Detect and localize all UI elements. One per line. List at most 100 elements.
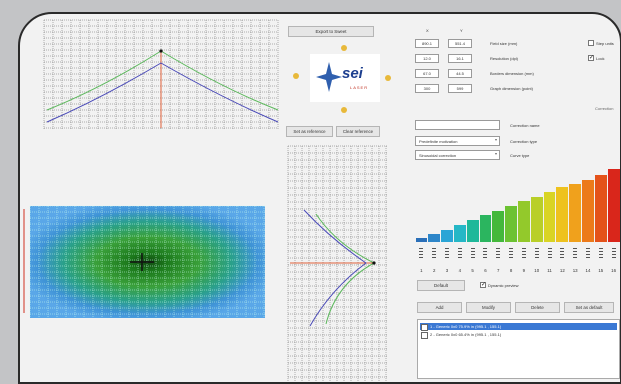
col-x-header: X	[426, 28, 429, 33]
logo-text: sei	[342, 65, 363, 82]
correction-slider[interactable]	[611, 248, 616, 260]
correction-bar[interactable]	[479, 214, 492, 242]
bar-number: 16	[611, 268, 617, 273]
correction-slider[interactable]	[534, 248, 539, 260]
field-size-y[interactable]: 551.4	[448, 39, 472, 48]
col-y-header: Y	[460, 28, 463, 33]
correction-type-value: Predefinite motivation	[419, 138, 458, 144]
correction-bar[interactable]	[607, 169, 620, 242]
correction-bar[interactable]	[594, 174, 607, 242]
dynamic-preview-label: Dynamic preview	[488, 283, 519, 288]
correction-slider[interactable]	[483, 248, 488, 260]
borders-y[interactable]: 44.5	[448, 69, 472, 78]
step-units-label: Step units	[596, 41, 614, 46]
correction-slider[interactable]	[509, 248, 514, 260]
correction-bar[interactable]	[530, 196, 543, 242]
correction-bars	[415, 164, 620, 242]
graph-grid	[287, 145, 388, 381]
correction-slider[interactable]	[560, 248, 565, 260]
graph-dimension-y[interactable]: 599	[448, 84, 472, 93]
list-item[interactable]: 2 - Generic 0x0 65.4% in (995.1 , 155.1)	[420, 331, 617, 339]
correction-slider[interactable]	[598, 248, 603, 260]
resolution-x[interactable]: 12.0	[415, 54, 439, 63]
dynamic-preview-checkbox[interactable]	[480, 281, 486, 288]
bar-number: 6	[484, 268, 487, 273]
anchor-icon-right	[385, 75, 391, 81]
correction-bar[interactable]	[582, 179, 594, 242]
correction-bar[interactable]	[543, 192, 556, 242]
field-size-x[interactable]: 890.1	[415, 39, 439, 48]
correction-bar[interactable]	[415, 238, 428, 242]
list-item-label: 1 - Generic 0x0 75.9% in (995.1 , 155.1)	[430, 324, 502, 329]
list-item-checkbox[interactable]	[421, 332, 428, 339]
correction-name-input[interactable]	[415, 120, 500, 130]
corrections-list[interactable]: 1 - Generic 0x0 75.9% in (995.1 , 155.1)…	[417, 319, 620, 379]
bar-number: 1	[420, 268, 423, 273]
list-item[interactable]: 1 - Generic 0x0 75.9% in (995.1 , 155.1)	[420, 323, 617, 331]
add-button[interactable]: Add	[417, 302, 462, 313]
bar-number: 12	[559, 268, 565, 273]
clear-reference-button[interactable]: Clear reference	[336, 126, 380, 137]
correction-bar[interactable]	[518, 201, 530, 242]
borders-x[interactable]: 67.0	[415, 69, 439, 78]
correction-bar[interactable]	[441, 229, 453, 242]
correction-name-label: Correction name	[510, 123, 540, 128]
bar-number: 2	[432, 268, 436, 273]
correction-type-select[interactable]: Predefinite motivation ▾	[415, 136, 500, 146]
blue-curve	[46, 62, 279, 123]
chevron-down-icon: ▾	[494, 151, 497, 156]
lock-checkbox[interactable]	[588, 54, 594, 61]
set-default-button[interactable]: Set as default	[564, 302, 614, 313]
correction-slider[interactable]	[457, 248, 462, 260]
bar-number: 4	[458, 268, 462, 273]
blue-curve	[303, 209, 367, 327]
modify-button[interactable]: Modify	[466, 302, 511, 313]
curve-type-select[interactable]: Sinusoidal correction ▾	[415, 150, 500, 160]
correction-slider[interactable]	[573, 248, 578, 260]
set-reference-button[interactable]: Set as reference	[286, 126, 333, 137]
bar-number: 13	[572, 268, 578, 273]
bar-number: 8	[509, 268, 513, 273]
correction-bar[interactable]	[505, 206, 517, 242]
peak-marker	[159, 49, 163, 53]
correction-bar[interactable]	[569, 183, 582, 242]
correction-slider[interactable]	[470, 248, 475, 260]
delete-button[interactable]: Delete	[515, 302, 560, 313]
correction-slider[interactable]	[547, 248, 552, 260]
correction-section-label: Correction	[595, 106, 614, 111]
correction-slider[interactable]	[496, 248, 501, 260]
correction-bar[interactable]	[428, 234, 441, 242]
logo-star-icon	[316, 62, 342, 92]
correction-slider[interactable]	[419, 248, 424, 260]
correction-bar[interactable]	[492, 210, 505, 242]
heatmap-graph	[23, 205, 265, 318]
anchor-icon-bottom	[341, 107, 347, 113]
bar-number: 3	[445, 268, 449, 273]
bar-number: 10	[534, 268, 540, 273]
correction-bar[interactable]	[453, 224, 466, 242]
list-item-label: 2 - Generic 0x0 65.4% in (995.1 , 155.1)	[430, 332, 502, 337]
list-item-checkbox[interactable]	[421, 324, 428, 331]
bar-number: 5	[471, 268, 474, 273]
lock-label: Lock	[596, 56, 605, 61]
bar-number: 9	[522, 268, 526, 273]
correction-slider[interactable]	[585, 248, 590, 260]
correction-slider[interactable]	[445, 248, 450, 260]
correction-bar[interactable]	[466, 220, 479, 242]
step-units-checkbox[interactable]	[588, 40, 594, 46]
company-logo: sei LASER	[310, 54, 380, 102]
y-profile-graph	[287, 145, 388, 381]
chevron-down-icon: ▾	[494, 137, 497, 142]
graph-dimension-x[interactable]: 300	[415, 84, 439, 93]
correction-slider[interactable]	[521, 248, 526, 260]
correction-bar[interactable]	[556, 187, 569, 242]
bar-numbers: 1 2 3 4 5 6 7 8 9 10 11 12 13 14 15 16	[415, 268, 620, 276]
bar-number: 14	[585, 268, 591, 273]
export-button[interactable]: Export to Sweet	[288, 26, 374, 37]
resolution-y[interactable]: 16.1	[448, 54, 472, 63]
correction-slider[interactable]	[432, 248, 437, 260]
x-profile-graph	[43, 19, 279, 130]
resolution-label: Resolution (dpi)	[490, 56, 519, 61]
default-button[interactable]: Default	[417, 280, 465, 291]
anchor-icon-top	[341, 45, 347, 51]
